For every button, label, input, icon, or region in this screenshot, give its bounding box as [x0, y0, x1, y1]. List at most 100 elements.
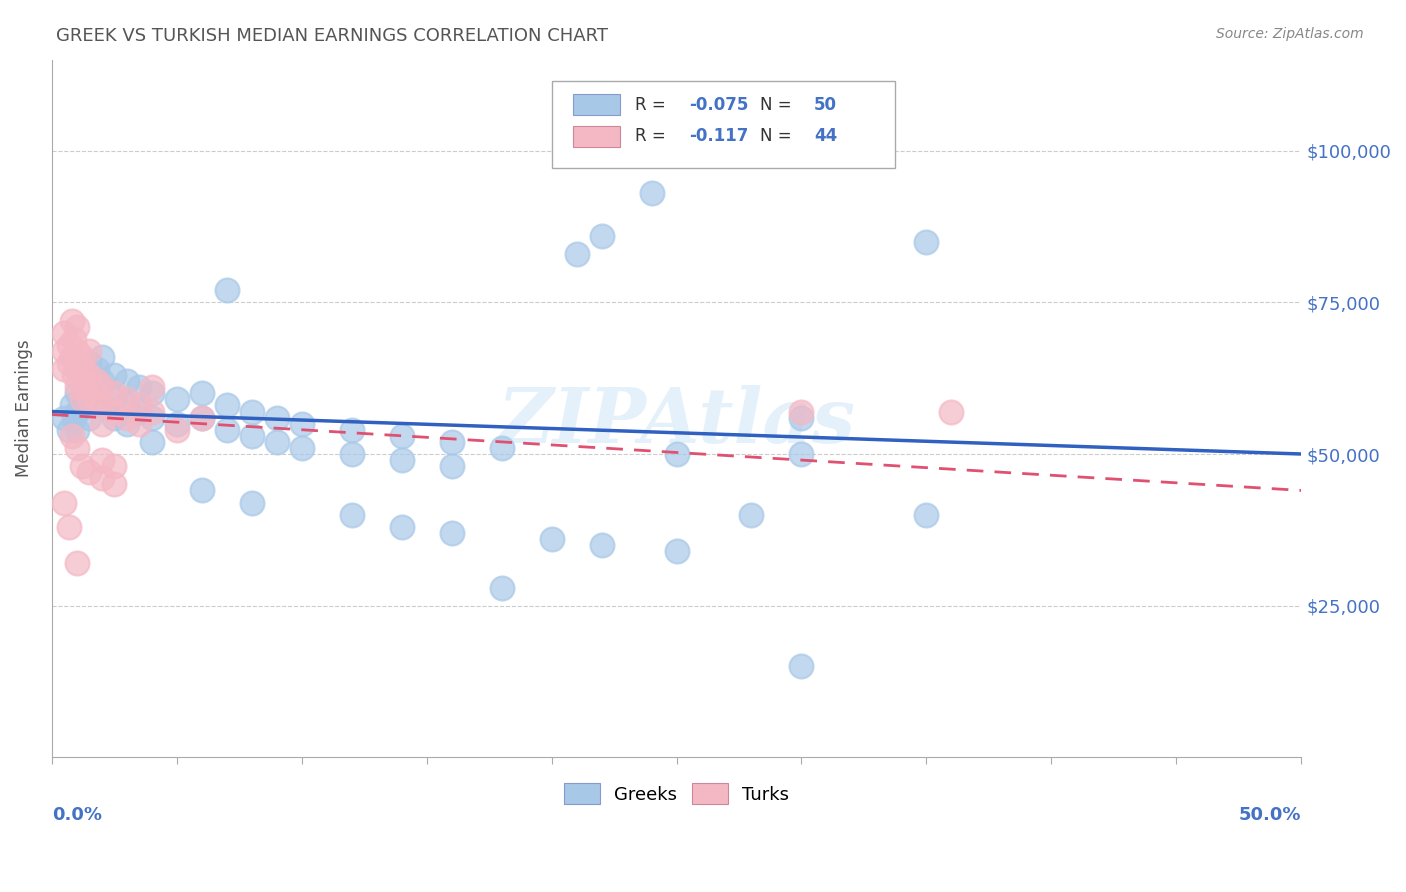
Point [58, 356, 80, 370]
Legend: Greeks, Turks: Greeks, Turks [557, 776, 797, 811]
Point [215, 399, 238, 413]
Point [640, 186, 662, 200]
Point [103, 392, 125, 407]
Point [591, 228, 613, 243]
Point [70, 374, 93, 388]
Point [115, 410, 138, 425]
Text: N =: N = [761, 96, 797, 114]
Point [90, 471, 112, 485]
Point [128, 417, 150, 431]
Point [440, 434, 463, 449]
Point [63, 332, 86, 346]
Bar [572, 95, 620, 115]
Point [491, 581, 513, 595]
Point [77, 343, 100, 358]
Point [190, 410, 212, 425]
Point [128, 404, 150, 418]
Point [115, 417, 138, 431]
Point [790, 659, 813, 673]
Point [66, 362, 89, 376]
Point [141, 404, 163, 418]
Point [66, 404, 89, 418]
Point [141, 386, 163, 401]
Point [77, 368, 100, 383]
Point [60, 399, 83, 413]
Point [115, 392, 138, 407]
Point [60, 313, 83, 327]
Point [103, 404, 125, 418]
Point [77, 356, 100, 370]
Point [53, 495, 76, 509]
Point [63, 410, 86, 425]
Point [790, 410, 813, 425]
Point [340, 447, 363, 461]
Point [240, 429, 263, 443]
Point [166, 423, 188, 437]
Point [915, 235, 938, 249]
Point [77, 465, 100, 479]
Point [86, 392, 108, 407]
Point [53, 326, 76, 340]
Point [665, 447, 688, 461]
Point [941, 404, 963, 418]
Text: N =: N = [761, 128, 797, 145]
Point [66, 380, 89, 394]
Text: R =: R = [636, 128, 676, 145]
Point [70, 374, 93, 388]
Point [53, 410, 76, 425]
Point [86, 362, 108, 376]
Point [53, 343, 76, 358]
Point [291, 441, 314, 455]
Point [215, 283, 238, 297]
Point [591, 538, 613, 552]
Point [70, 392, 93, 407]
Text: Source: ZipAtlas.com: Source: ZipAtlas.com [1216, 27, 1364, 41]
Point [115, 374, 138, 388]
Text: ZIPAtlas: ZIPAtlas [498, 385, 855, 459]
Point [70, 459, 93, 474]
Point [66, 441, 89, 455]
Point [391, 453, 413, 467]
Point [141, 434, 163, 449]
Point [665, 544, 688, 558]
Point [90, 417, 112, 431]
Point [166, 417, 188, 431]
Point [540, 532, 562, 546]
Point [391, 429, 413, 443]
Point [103, 386, 125, 401]
Point [58, 423, 80, 437]
Point [240, 404, 263, 418]
Point [66, 343, 89, 358]
Point [103, 410, 125, 425]
Point [790, 447, 813, 461]
Point [66, 556, 89, 570]
Point [215, 423, 238, 437]
Point [66, 319, 89, 334]
Point [915, 508, 938, 522]
Point [70, 350, 93, 364]
Point [90, 399, 112, 413]
Text: 50: 50 [814, 96, 837, 114]
Point [115, 399, 138, 413]
Text: 50.0%: 50.0% [1239, 806, 1302, 824]
Point [266, 410, 288, 425]
Point [103, 477, 125, 491]
Point [740, 508, 762, 522]
Point [790, 404, 813, 418]
Point [77, 392, 100, 407]
Text: -0.117: -0.117 [689, 128, 748, 145]
Point [77, 410, 100, 425]
Point [340, 508, 363, 522]
Point [266, 434, 288, 449]
Text: -0.075: -0.075 [689, 96, 748, 114]
Point [440, 459, 463, 474]
FancyBboxPatch shape [551, 80, 896, 168]
Text: GREEK VS TURKISH MEDIAN EARNINGS CORRELATION CHART: GREEK VS TURKISH MEDIAN EARNINGS CORRELA… [56, 27, 609, 45]
Point [190, 483, 212, 498]
Point [90, 350, 112, 364]
Y-axis label: Median Earnings: Median Earnings [15, 340, 32, 477]
Point [565, 246, 588, 260]
Point [440, 525, 463, 540]
Point [86, 374, 108, 388]
Point [90, 453, 112, 467]
